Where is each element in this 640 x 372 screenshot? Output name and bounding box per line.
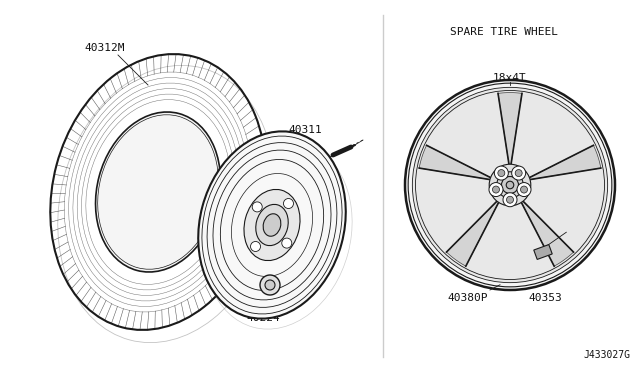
Text: 40353: 40353 — [528, 293, 562, 303]
Ellipse shape — [405, 80, 615, 290]
Ellipse shape — [256, 204, 288, 246]
Polygon shape — [419, 145, 492, 180]
Ellipse shape — [506, 196, 513, 203]
Polygon shape — [447, 200, 499, 266]
Ellipse shape — [198, 131, 346, 319]
Ellipse shape — [511, 166, 525, 180]
Text: 18x4T: 18x4T — [493, 73, 527, 83]
Ellipse shape — [503, 193, 517, 207]
Polygon shape — [436, 105, 506, 173]
Ellipse shape — [492, 186, 499, 193]
Polygon shape — [514, 105, 584, 173]
Ellipse shape — [252, 202, 262, 212]
Ellipse shape — [282, 238, 292, 248]
Ellipse shape — [412, 87, 607, 283]
Ellipse shape — [250, 241, 260, 251]
Text: J433027G: J433027G — [583, 350, 630, 360]
Ellipse shape — [265, 280, 275, 290]
Ellipse shape — [515, 170, 522, 177]
Polygon shape — [471, 210, 549, 266]
Ellipse shape — [497, 172, 524, 198]
Polygon shape — [529, 170, 591, 244]
Ellipse shape — [489, 183, 503, 196]
Polygon shape — [429, 170, 490, 244]
Ellipse shape — [95, 112, 220, 272]
Ellipse shape — [263, 214, 281, 236]
Ellipse shape — [494, 166, 508, 180]
Polygon shape — [520, 200, 573, 266]
Text: 40300P: 40300P — [218, 173, 259, 183]
Ellipse shape — [502, 176, 518, 193]
Polygon shape — [498, 93, 522, 166]
Ellipse shape — [498, 170, 505, 177]
Ellipse shape — [520, 186, 527, 193]
Ellipse shape — [244, 189, 300, 260]
Text: 40380P: 40380P — [448, 293, 488, 303]
Ellipse shape — [284, 199, 294, 209]
Ellipse shape — [506, 181, 514, 189]
Text: 40311: 40311 — [288, 125, 322, 135]
Ellipse shape — [517, 183, 531, 196]
Text: 40312M: 40312M — [84, 43, 125, 53]
Text: SPARE TIRE WHEEL: SPARE TIRE WHEEL — [450, 27, 558, 37]
Bar — [534, 244, 552, 259]
Text: 40224: 40224 — [246, 313, 280, 323]
Ellipse shape — [260, 275, 280, 295]
Polygon shape — [528, 145, 601, 180]
Ellipse shape — [489, 164, 531, 206]
